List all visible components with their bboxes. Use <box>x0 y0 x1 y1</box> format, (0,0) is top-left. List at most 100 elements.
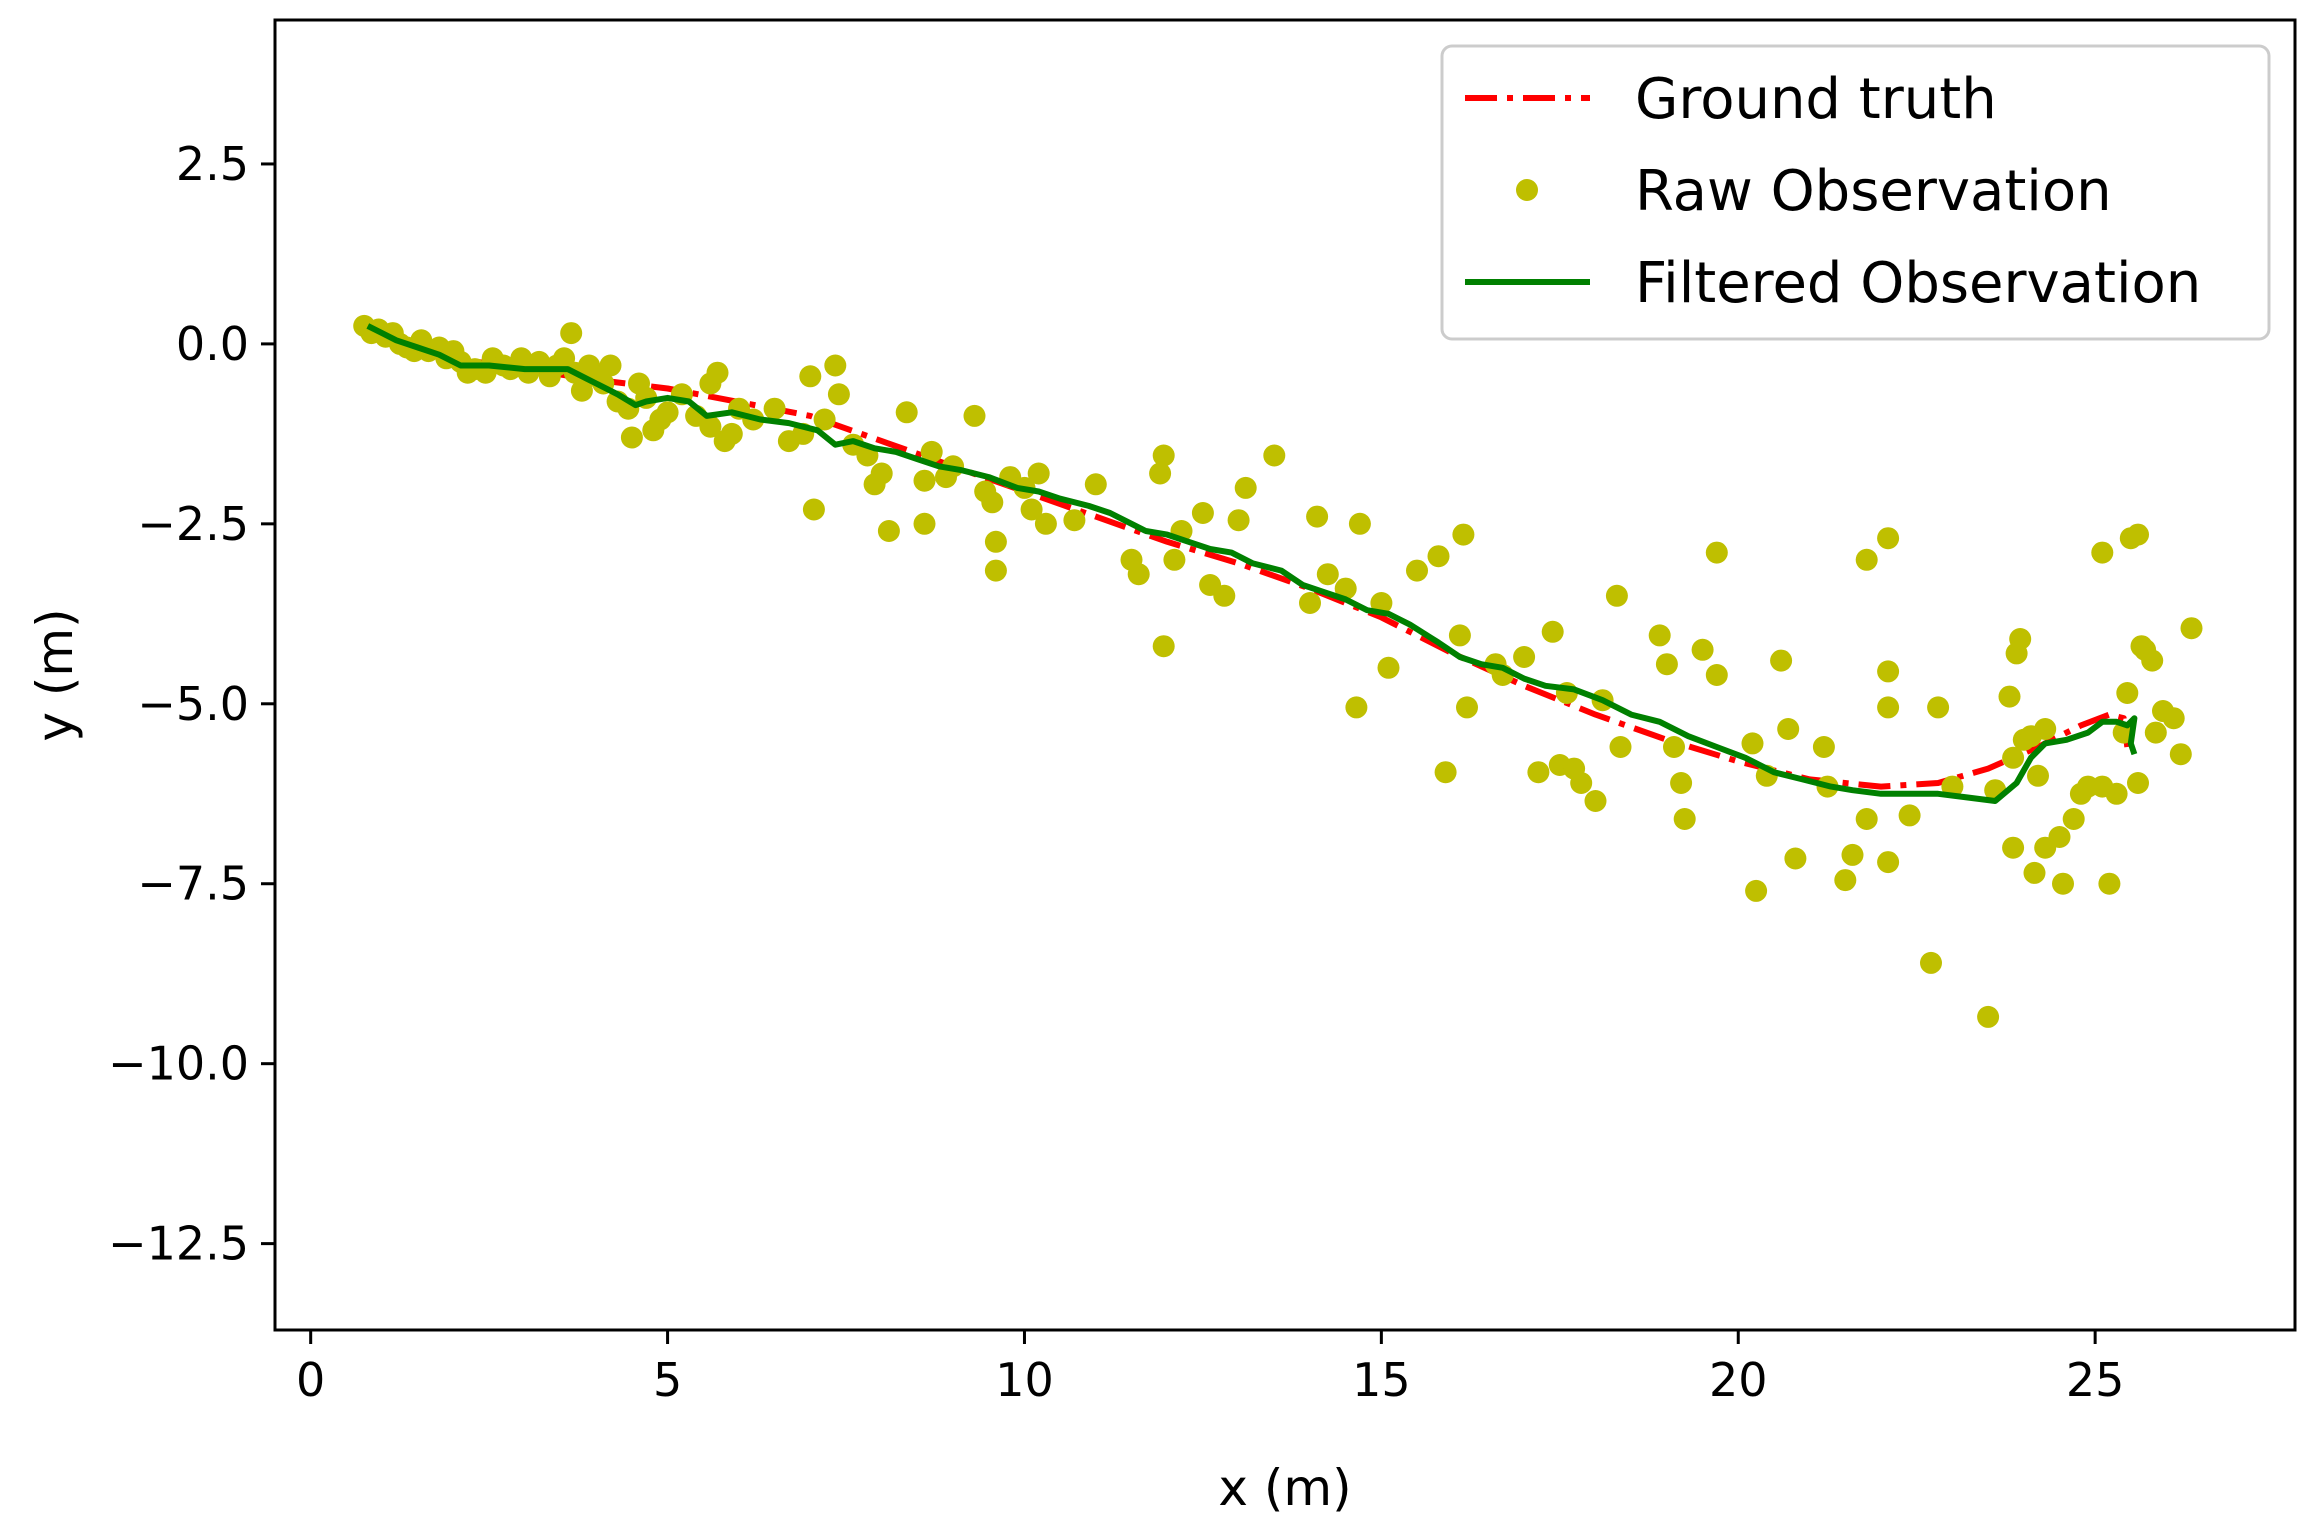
raw-observation-point <box>1370 592 1393 614</box>
raw-observation-point <box>913 469 936 492</box>
legend-raw-observation-label: Raw Observation <box>1635 159 2112 224</box>
raw-observation-point <box>1927 696 1950 719</box>
raw-observation-point <box>1152 635 1175 658</box>
raw-observation-point <box>1977 1005 2000 1028</box>
raw-observation-point <box>1541 620 1564 643</box>
raw-observation-point <box>1034 512 1057 535</box>
raw-observation-point <box>2002 746 2025 769</box>
raw-observation-point <box>1745 879 1768 902</box>
raw-observation-point <box>1513 646 1536 668</box>
raw-observation-point <box>1406 559 1428 582</box>
x-axis-label: x (m) <box>1218 1459 1351 1517</box>
raw-observation-point <box>2027 764 2049 787</box>
raw-observation-point <box>1877 660 1900 683</box>
raw-observation-point <box>2052 872 2074 895</box>
legend: Ground truth Raw Observation Filtered Ob… <box>1440 44 2271 341</box>
series-layer <box>353 314 2203 1028</box>
raw-observation-point <box>1777 718 1800 740</box>
raw-observation-point <box>1584 790 1607 812</box>
raw-observation-point <box>1434 761 1457 784</box>
raw-observation-point <box>813 408 836 431</box>
raw-observation-point <box>1334 577 1357 600</box>
raw-observation-point <box>1648 624 1671 647</box>
y-tick-label: −10.0 <box>108 1037 249 1091</box>
raw-observation-point <box>1027 462 1050 485</box>
raw-observation-point <box>1316 563 1339 586</box>
y-axis: 2.5 0.0 −2.5 −5.0 −7.5 −10.0 −12.5 <box>108 137 275 1271</box>
raw-observation-point <box>1348 512 1371 535</box>
raw-observation-point <box>1149 462 1172 485</box>
raw-observation-point <box>1855 548 1878 571</box>
raw-observation-point <box>720 422 743 445</box>
raw-observation-point <box>1609 736 1632 758</box>
raw-observation-point <box>1670 772 1693 794</box>
raw-observation-point <box>1152 444 1175 467</box>
raw-observation-point <box>2162 707 2185 730</box>
raw-observation-point <box>656 401 679 424</box>
raw-observation-point <box>920 440 943 463</box>
x-tick-label: 5 <box>653 1353 682 1407</box>
raw-observation-point <box>1306 505 1329 528</box>
raw-observation-point <box>1427 545 1450 568</box>
raw-observation-point <box>1345 696 1368 719</box>
y-tick-label: −2.5 <box>137 497 249 551</box>
y-tick-label: −5.0 <box>137 677 249 731</box>
raw-observation-point <box>2127 772 2149 794</box>
raw-observation-point <box>1448 624 1471 647</box>
raw-observation-point <box>984 559 1007 582</box>
raw-observation-point <box>560 322 583 345</box>
raw-observation-point <box>963 404 986 427</box>
raw-observation-point <box>1191 502 1214 524</box>
raw-observation-point <box>1834 869 1857 892</box>
raw-observation-point <box>1213 584 1236 607</box>
raw-observation-point <box>824 354 847 377</box>
raw-observation-point <box>802 498 825 521</box>
ground-truth-line <box>366 326 2131 790</box>
raw-observation-point <box>1020 498 1043 521</box>
raw-observation-point <box>2002 836 2025 859</box>
raw-observation-point <box>2141 649 2164 672</box>
x-tick-label: 0 <box>296 1353 325 1407</box>
raw-observation-point <box>827 383 850 406</box>
raw-observation-point <box>2048 826 2071 848</box>
y-tick-label: −7.5 <box>137 857 249 911</box>
raw-observation-point <box>2127 523 2149 546</box>
x-tick-label: 25 <box>2066 1353 2125 1407</box>
raw-observation-point <box>1841 843 1864 866</box>
raw-observation-point <box>1691 638 1714 661</box>
raw-observation-point <box>1998 685 2021 708</box>
raw-observation-point <box>1263 444 1286 467</box>
raw-observation-point <box>1855 808 1878 830</box>
raw-observation-point <box>1527 761 1550 784</box>
raw-observation-point <box>1812 736 1835 758</box>
raw-observation-point <box>2023 861 2046 884</box>
raw-observation-point <box>1570 772 1593 794</box>
raw-observation-point <box>1784 847 1807 870</box>
raw-observation-point <box>2105 782 2128 805</box>
raw-observation-point <box>1377 656 1400 679</box>
raw-observation-point <box>1063 509 1086 532</box>
raw-observation-point <box>1655 653 1678 676</box>
raw-observation-point <box>1770 649 1793 672</box>
raw-observation-point <box>1605 584 1628 607</box>
raw-observation-point <box>1084 473 1107 496</box>
raw-observation-point <box>799 365 822 388</box>
raw-observation-point <box>2034 718 2057 740</box>
raw-observation-point <box>1673 808 1696 830</box>
legend-raw-observation-swatch <box>1516 179 1538 201</box>
raw-observation-point <box>1127 563 1150 586</box>
raw-observation-point <box>699 415 722 438</box>
y-tick-label: 0.0 <box>176 317 249 371</box>
y-tick-label: 2.5 <box>176 137 249 191</box>
x-axis: 0 5 10 15 20 25 <box>296 1330 2124 1407</box>
x-tick-label: 10 <box>995 1353 1054 1407</box>
raw-observation-point <box>1234 476 1257 499</box>
raw-observation-point <box>877 520 900 542</box>
raw-observation-point <box>763 397 786 420</box>
legend-box <box>1440 44 2271 341</box>
raw-observation-point <box>2144 721 2167 744</box>
y-axis-label: y (m) <box>26 608 84 741</box>
y-tick-label: −12.5 <box>108 1217 249 1271</box>
filtered-observation-line <box>366 323 2138 804</box>
